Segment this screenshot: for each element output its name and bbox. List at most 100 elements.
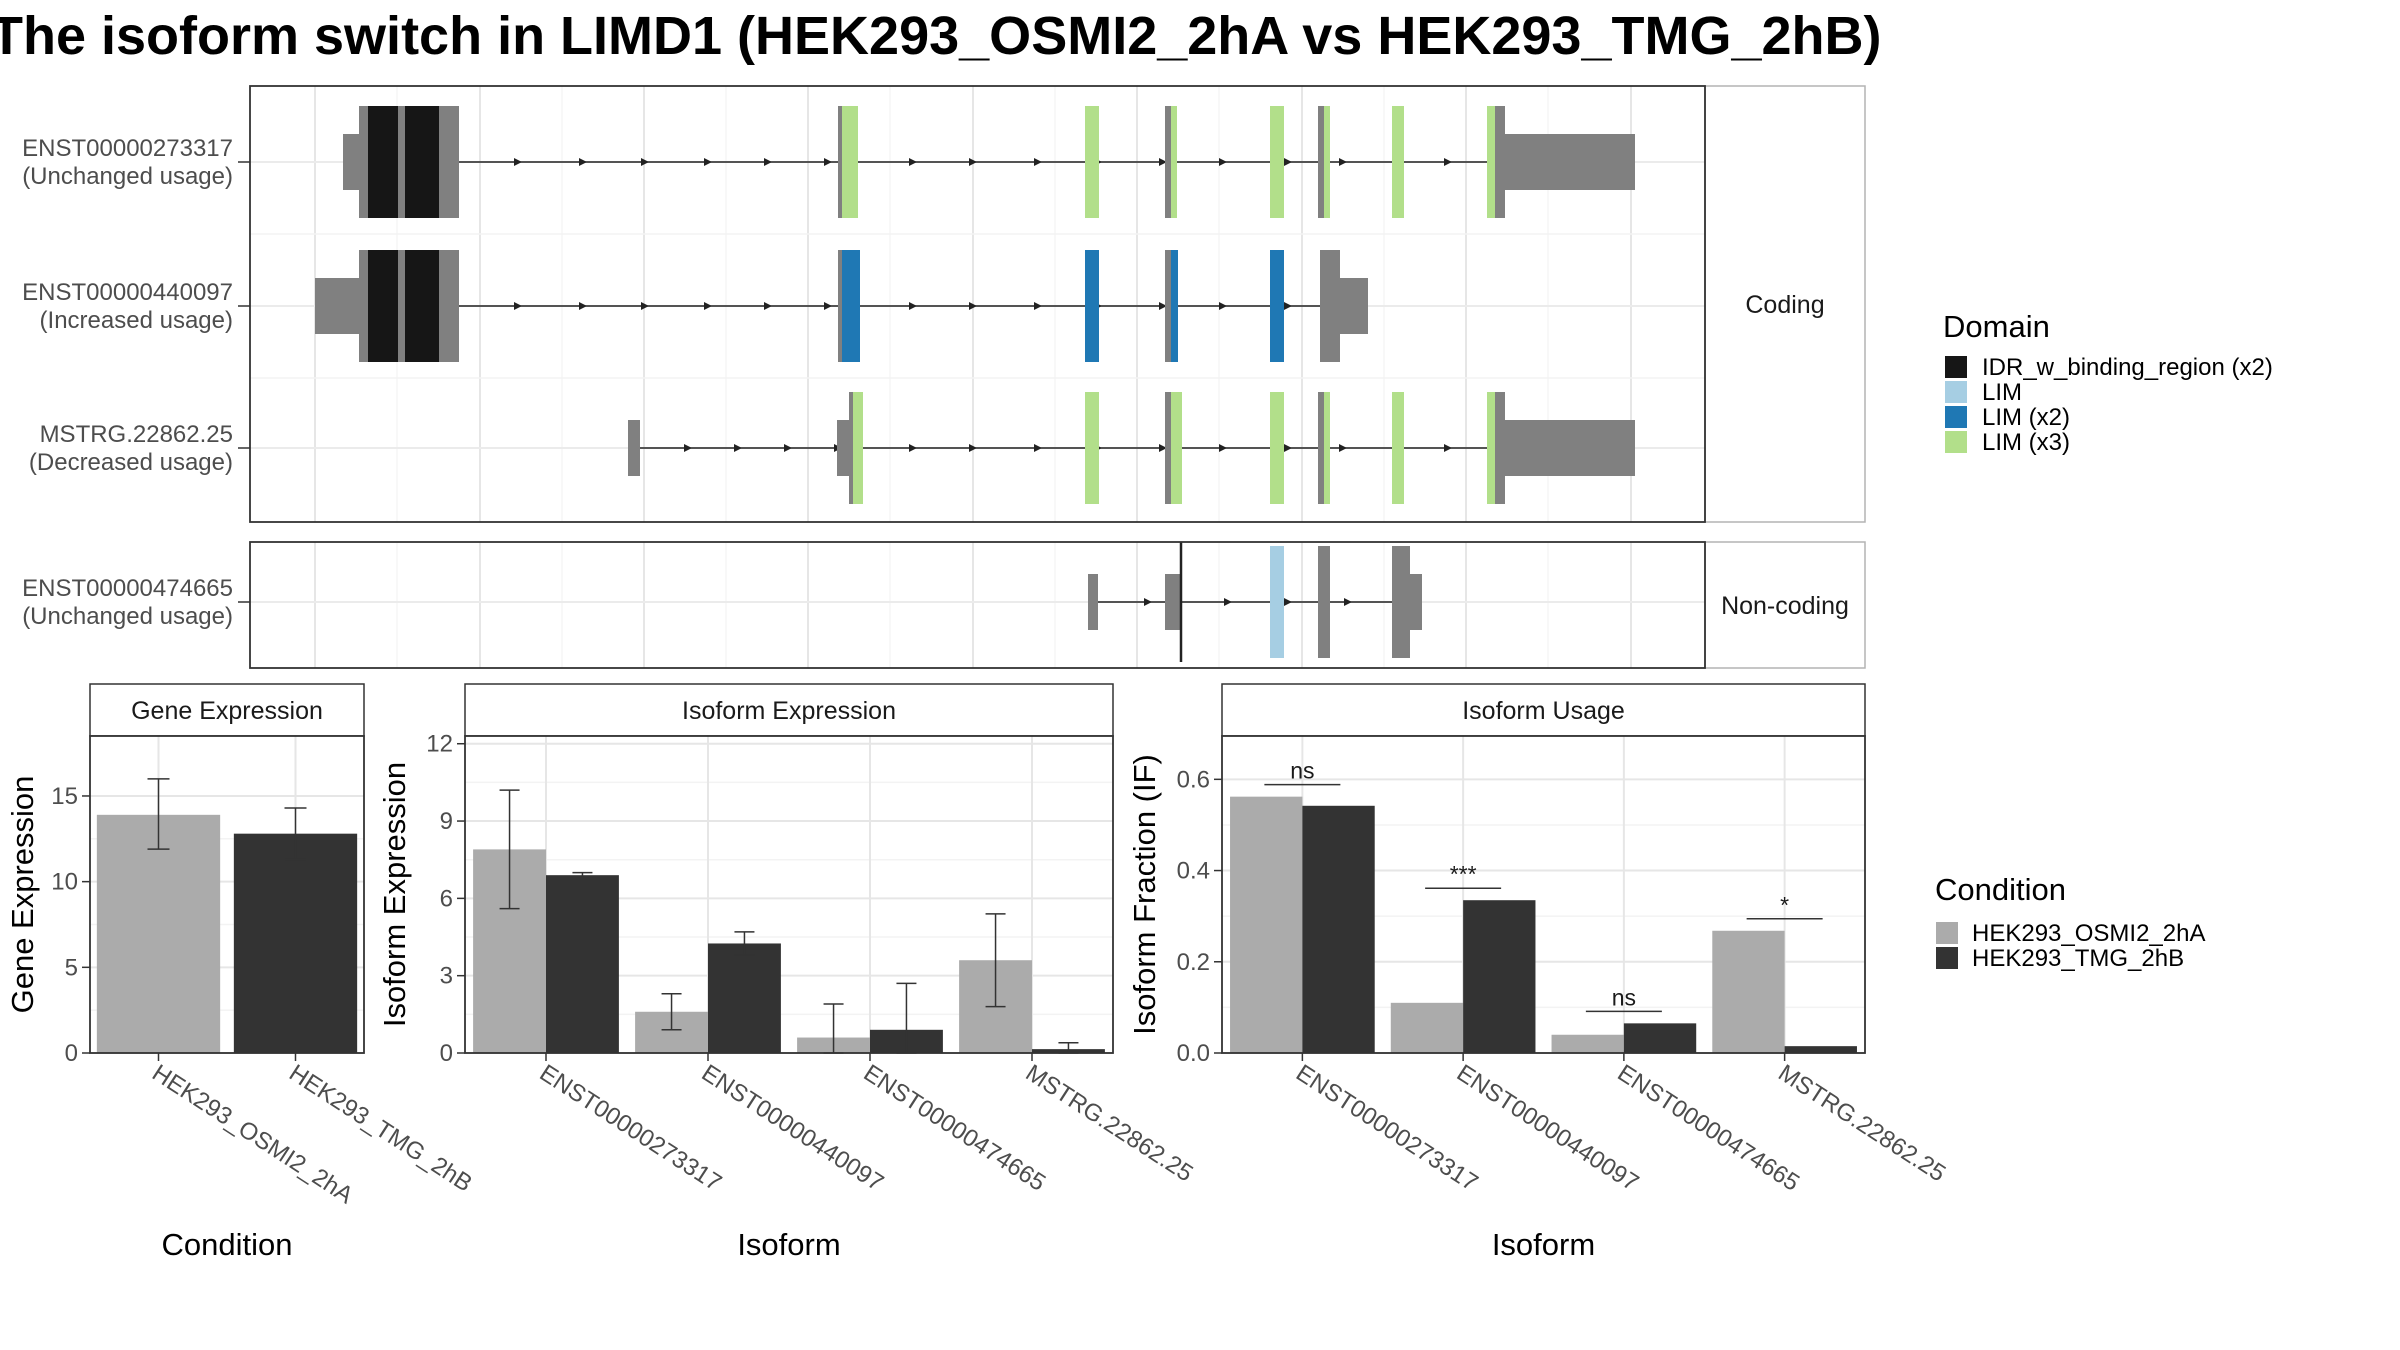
domain-legend-swatch bbox=[1945, 356, 1967, 378]
cds-exon bbox=[1495, 392, 1505, 504]
coding-facet-strip bbox=[1704, 85, 1866, 523]
lim-domain-exon bbox=[1270, 546, 1284, 658]
intron-direction-arrow bbox=[1284, 444, 1292, 452]
domain-legend-swatch bbox=[1945, 406, 1967, 428]
bar-enst00000474665-condA bbox=[1551, 1034, 1624, 1053]
condition-legend-title: Condition bbox=[1935, 872, 2066, 907]
transcript-usage-label: (Unchanged usage) bbox=[22, 163, 233, 190]
y-tick-label: 5 bbox=[65, 954, 78, 981]
bar-mstrg.22862.25-condB bbox=[1784, 1046, 1857, 1053]
domain-legend-label: LIM bbox=[1982, 379, 2022, 406]
lim-domain-exon bbox=[1392, 392, 1404, 504]
intron-direction-arrow bbox=[784, 444, 792, 452]
isoform-expression-panel: Isoform Expression036912ENST00000273317E… bbox=[377, 683, 1198, 1262]
utr-exon bbox=[1505, 134, 1635, 190]
domain-legend-swatch bbox=[1945, 431, 1967, 453]
structure-panel-bg bbox=[250, 542, 1705, 668]
utr-exon bbox=[628, 420, 640, 476]
y-tick-label: 3 bbox=[440, 963, 453, 990]
intron-direction-arrow bbox=[1339, 158, 1347, 166]
y-tick-label: 9 bbox=[440, 808, 453, 835]
transcript-structure-plot: CodingNon-codingENST00000273317(Unchange… bbox=[22, 85, 1866, 669]
intron-direction-arrow bbox=[514, 302, 522, 310]
transcript-id-label: ENST00000440097 bbox=[22, 279, 233, 306]
cds-exon bbox=[1165, 106, 1171, 218]
y-tick-label: 6 bbox=[440, 885, 453, 912]
intron-direction-arrow bbox=[1219, 302, 1227, 310]
x-axis-title: Condition bbox=[162, 1227, 293, 1262]
intron-direction-arrow bbox=[684, 444, 692, 452]
panel-title: Isoform Expression bbox=[682, 697, 896, 725]
intron-direction-arrow bbox=[764, 302, 772, 310]
noncoding-exon bbox=[1410, 574, 1422, 630]
utr-exon bbox=[1340, 278, 1368, 334]
intron-direction-arrow bbox=[969, 302, 977, 310]
lim-domain-exon bbox=[853, 392, 863, 504]
intron-direction-arrow bbox=[641, 302, 649, 310]
cds-exon bbox=[1495, 106, 1505, 218]
y-tick-label: 0.4 bbox=[1177, 858, 1210, 885]
y-tick-label: 10 bbox=[51, 869, 78, 896]
cds-exon bbox=[838, 106, 842, 218]
significance-label: ns bbox=[1290, 758, 1314, 784]
panel-title-strip bbox=[1221, 683, 1866, 737]
bar-hek293_osmi2_2ha bbox=[96, 814, 221, 1053]
plot-border bbox=[89, 735, 365, 1054]
intron-direction-arrow bbox=[909, 158, 917, 166]
significance-label: ns bbox=[1612, 984, 1636, 1010]
noncoding-exon bbox=[1392, 546, 1410, 658]
transcript-id-label: ENST00000273317 bbox=[22, 135, 233, 162]
lim-domain-exon bbox=[1085, 250, 1099, 362]
idr-domain bbox=[368, 106, 398, 218]
lim-domain-exon bbox=[1270, 250, 1284, 362]
noncoding-exon bbox=[1165, 574, 1181, 630]
bar-hek293_tmg_2hb bbox=[233, 833, 358, 1053]
y-tick-label: 12 bbox=[426, 731, 453, 758]
panel-title-strip bbox=[89, 683, 365, 737]
intron-direction-arrow bbox=[704, 158, 712, 166]
lim-domain-exon bbox=[838, 250, 860, 362]
intron-direction-arrow bbox=[704, 302, 712, 310]
cds-exon bbox=[1318, 106, 1324, 218]
lim-domain-exon bbox=[1270, 106, 1284, 218]
lim-domain-exon bbox=[838, 106, 858, 218]
y-tick-label: 15 bbox=[51, 783, 78, 810]
intron-direction-arrow bbox=[824, 302, 832, 310]
transcript-usage-label: (Increased usage) bbox=[40, 307, 233, 334]
y-tick-label: 0.6 bbox=[1177, 766, 1210, 793]
y-axis-title: Gene Expression bbox=[5, 776, 40, 1014]
cds-exon bbox=[1320, 250, 1340, 362]
lim-domain-exon bbox=[1270, 392, 1284, 504]
intron-direction-arrow bbox=[1224, 598, 1232, 606]
utr-exon bbox=[343, 134, 359, 190]
lim-domain-exon bbox=[1085, 106, 1099, 218]
utr-exon bbox=[315, 278, 359, 334]
lim-domain-exon bbox=[1170, 250, 1178, 362]
intron-direction-arrow bbox=[579, 158, 587, 166]
structure-panel-border bbox=[249, 541, 1706, 669]
intron-direction-arrow bbox=[1284, 302, 1292, 310]
intron-direction-arrow bbox=[1159, 444, 1167, 452]
transcript-id-label: ENST00000474665 bbox=[22, 575, 233, 602]
condition-legend-label: HEK293_OSMI2_2hA bbox=[1972, 920, 2205, 947]
intron-direction-arrow bbox=[824, 158, 832, 166]
transcript-usage-label: (Decreased usage) bbox=[29, 449, 233, 476]
idr-domain bbox=[368, 250, 398, 362]
transcript-id-label: MSTRG.22862.25 bbox=[40, 421, 233, 448]
bar-enst00000440097-condB bbox=[708, 943, 781, 1053]
transcript-usage-label: (Unchanged usage) bbox=[22, 603, 233, 630]
lim-domain-exon bbox=[1085, 392, 1099, 504]
intron-direction-arrow bbox=[641, 158, 649, 166]
y-tick-label: 0 bbox=[440, 1040, 453, 1067]
cds-exon bbox=[838, 250, 842, 362]
x-axis-title: Isoform bbox=[737, 1227, 840, 1262]
significance-label: * bbox=[1780, 892, 1789, 918]
y-tick-label: 0.0 bbox=[1177, 1040, 1210, 1067]
x-axis-title: Isoform bbox=[1492, 1227, 1595, 1262]
bar-enst00000273317-condB bbox=[1302, 805, 1375, 1053]
utr-exon bbox=[1505, 420, 1635, 476]
intron-direction-arrow bbox=[969, 444, 977, 452]
structure-panel-bg bbox=[250, 86, 1705, 522]
x-tick-label: MSTRG.22862.25 bbox=[1021, 1059, 1198, 1187]
